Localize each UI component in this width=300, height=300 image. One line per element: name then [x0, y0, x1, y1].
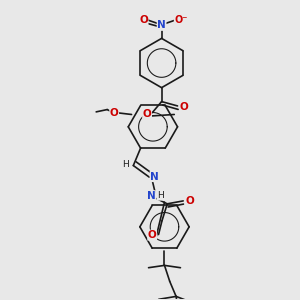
Text: N: N [150, 172, 159, 182]
Text: O: O [110, 108, 118, 118]
Text: O: O [185, 196, 194, 206]
Text: O: O [139, 15, 148, 25]
Text: O: O [148, 230, 157, 240]
Text: O: O [143, 109, 152, 119]
Text: O⁻: O⁻ [174, 15, 188, 25]
Text: N: N [147, 191, 155, 201]
Text: O: O [179, 102, 188, 112]
Text: H: H [122, 160, 129, 169]
Text: H: H [157, 191, 164, 200]
Text: N: N [157, 20, 166, 30]
